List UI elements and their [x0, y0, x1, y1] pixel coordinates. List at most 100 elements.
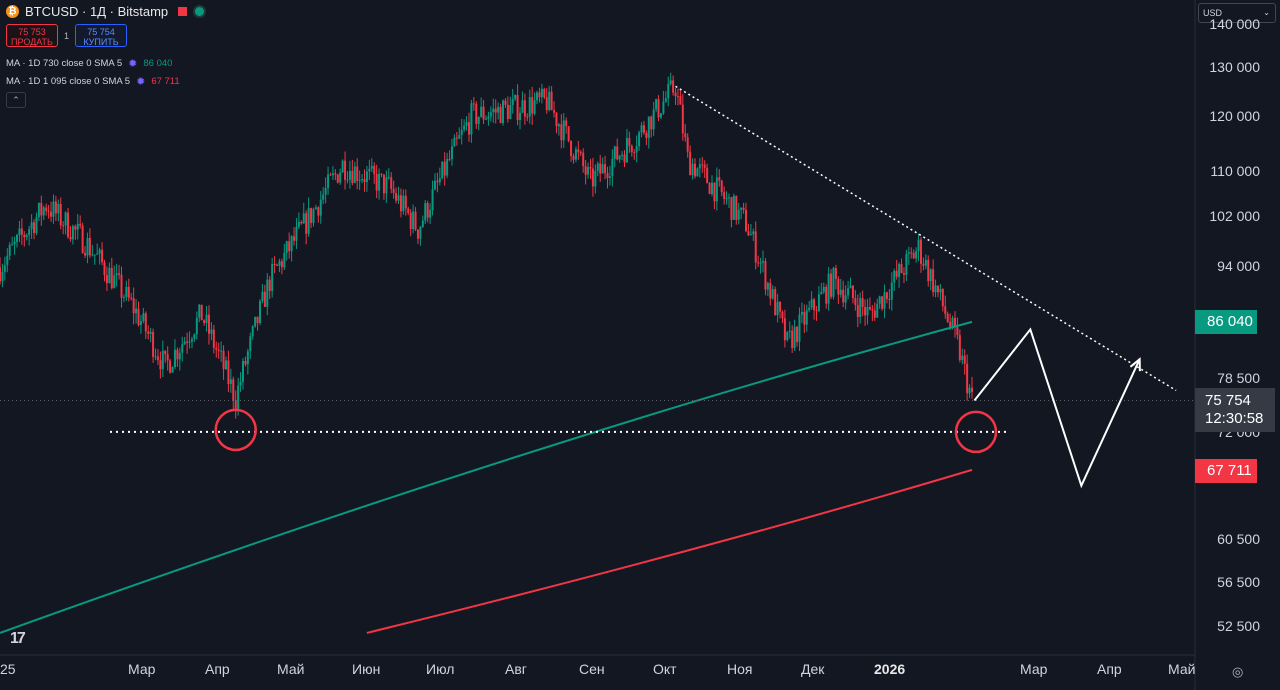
- candle-body: [523, 100, 526, 117]
- candle-body: [577, 149, 580, 153]
- candle-body: [696, 168, 699, 177]
- gear-icon[interactable]: ✹: [128, 58, 138, 70]
- candle-body: [25, 235, 28, 238]
- candle-body: [856, 305, 859, 317]
- candle-body: [139, 321, 142, 326]
- trendline: [675, 85, 1177, 392]
- indicator-ma730[interactable]: MA · 1D 730 close 0 SMA 5 ✹ 86 040: [6, 57, 172, 70]
- indicator-ma1095[interactable]: MA · 1D 1 095 close 0 SMA 5 ✹ 67 711: [6, 75, 180, 88]
- candle-body: [830, 273, 833, 297]
- indicator-label: MA · 1D 730 close 0 SMA 5: [6, 58, 123, 69]
- settings-icon[interactable]: ◎: [1232, 664, 1244, 679]
- candle-body: [50, 211, 53, 217]
- candle-body: [409, 212, 412, 230]
- candle-body: [3, 265, 6, 272]
- candle-body: [662, 101, 665, 114]
- candle-body: [375, 174, 378, 191]
- flag-icon[interactable]: [178, 7, 188, 16]
- candle-body: [849, 285, 852, 289]
- candle-body: [533, 100, 536, 114]
- candle-body: [47, 210, 50, 212]
- candle-body: [956, 327, 959, 335]
- candle-body: [266, 279, 269, 307]
- candle-body: [642, 125, 645, 133]
- bitcoin-icon: ₿: [6, 5, 19, 18]
- candle-body: [300, 221, 303, 224]
- candle-body: [898, 264, 901, 277]
- candle-body: [382, 174, 385, 194]
- candle-body: [45, 207, 48, 211]
- symbol-header[interactable]: ₿ BTCUSD · 1Д · Bitstamp: [6, 4, 207, 19]
- candle-body: [271, 263, 274, 291]
- candle-body: [120, 274, 123, 298]
- y-tick: 102 000: [1209, 208, 1260, 224]
- tradingview-logo[interactable]: 17: [10, 630, 26, 647]
- candle-body: [606, 172, 609, 178]
- currency-select[interactable]: USD ⌄: [1198, 3, 1276, 23]
- candle-body: [161, 350, 164, 370]
- collapse-legend-button[interactable]: ⌃: [6, 92, 26, 108]
- candle-body: [302, 213, 305, 224]
- candle-body: [166, 354, 169, 361]
- candle-body: [745, 209, 748, 232]
- candle-body: [319, 199, 322, 216]
- candle-body: [0, 267, 1, 282]
- candle-body: [890, 282, 893, 300]
- candle-body: [110, 267, 113, 289]
- sell-button[interactable]: 75 753 ПРОДАТЬ: [6, 24, 58, 47]
- x-tick: 2026: [874, 661, 906, 677]
- candle-body: [441, 161, 444, 179]
- candle-body: [718, 177, 721, 181]
- candle-body: [239, 381, 242, 386]
- candle-body: [710, 182, 713, 194]
- candle-body: [686, 137, 689, 152]
- candle-body: [604, 164, 607, 173]
- y-tick: 110 000: [1210, 163, 1260, 179]
- candle-body: [52, 201, 55, 217]
- x-tick: Мар: [128, 661, 156, 677]
- candle-body: [953, 317, 956, 328]
- support-touch-circle: [954, 410, 998, 454]
- candle-body: [538, 92, 541, 98]
- candle-body: [147, 331, 150, 334]
- candle-body: [893, 270, 896, 283]
- candle-body: [749, 234, 752, 236]
- candle-body: [137, 308, 140, 326]
- candle-body: [900, 264, 903, 273]
- candle-body: [40, 203, 43, 216]
- candle-body: [152, 331, 155, 357]
- candle-body: [557, 124, 560, 127]
- gear-icon[interactable]: ✹: [136, 76, 146, 88]
- candle-body: [404, 195, 407, 209]
- candle-body: [220, 350, 223, 352]
- candle-body: [353, 166, 356, 184]
- trade-panel: 75 753 ПРОДАТЬ 1 75 754 КУПИТЬ: [6, 24, 128, 47]
- candle-body: [57, 203, 60, 214]
- candle-body: [363, 179, 366, 183]
- buy-button[interactable]: 75 754 КУПИТЬ: [75, 24, 128, 47]
- candle-body: [808, 307, 811, 311]
- candle-body: [108, 267, 111, 284]
- candle-body: [472, 103, 475, 105]
- candle-body: [288, 241, 291, 252]
- candle-body: [135, 308, 138, 314]
- candle-body: [448, 158, 451, 160]
- candle-body: [800, 311, 803, 315]
- candle-body: [511, 99, 514, 106]
- candle-body: [453, 137, 456, 147]
- candle-body: [54, 201, 57, 214]
- candle-body: [378, 173, 381, 191]
- candle-body: [698, 164, 701, 169]
- candle-body: [971, 387, 973, 393]
- candle-body: [815, 310, 818, 312]
- candle-body: [290, 236, 293, 252]
- candle-body: [13, 241, 16, 245]
- candle-body: [509, 105, 512, 120]
- y-tick: 140 000: [1209, 16, 1260, 32]
- y-tick: 78 500: [1217, 370, 1260, 386]
- candle-body: [93, 254, 96, 256]
- candle-body: [827, 273, 830, 304]
- projection-path: [973, 327, 1141, 489]
- candle-body: [599, 163, 602, 174]
